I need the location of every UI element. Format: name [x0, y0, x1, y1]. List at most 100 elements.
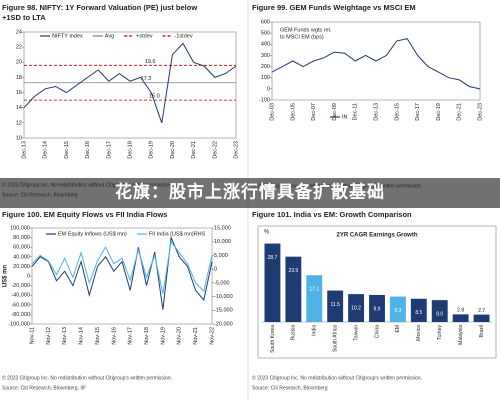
y-tick-label: 600	[261, 19, 270, 25]
x-tick-label: Malaysia	[458, 325, 464, 345]
y-tick-label: 400	[261, 42, 270, 48]
y2-tick-label: -20,000	[214, 321, 233, 327]
y-tick-label: 18	[16, 75, 22, 81]
x-tick-label: Dec-16	[85, 141, 91, 159]
x-tick-label: Dec-21	[457, 103, 463, 121]
y-axis-label: %	[264, 230, 270, 236]
bar	[431, 300, 448, 322]
y2-tick-label: -5,000	[214, 280, 230, 286]
reference-label: 17.3	[141, 76, 152, 82]
footer: Source: Citi Research, Bloomberg	[252, 385, 328, 391]
x-tick-label: Dec-13	[373, 103, 379, 121]
x-tick-label: Dec-23	[477, 103, 483, 121]
value-label: 9.3	[394, 308, 401, 314]
value-label: 2.8	[457, 308, 464, 314]
bar	[410, 298, 427, 322]
x-tick-label: Nov-21	[193, 327, 199, 345]
bar	[327, 290, 344, 322]
bar	[389, 296, 406, 322]
y-tick-label: -100	[259, 97, 270, 103]
reference-label: 19.6	[145, 59, 156, 65]
x-tick-label: Nov-19	[160, 327, 166, 345]
x-tick-label: Dec-07	[311, 103, 317, 121]
y-tick-label: -100,000	[8, 321, 30, 327]
x-tick-label: Nov-22	[209, 327, 215, 345]
x-tick-label: Dec-17	[415, 103, 421, 121]
y-tick-label: 300	[261, 53, 270, 59]
y-tick-label: -20,000	[11, 283, 30, 289]
x-tick-label: Dec-09	[332, 103, 338, 121]
x-tick-label: Dec-13	[21, 141, 27, 159]
x-tick-label: Nov-16	[111, 327, 117, 345]
bar	[348, 294, 365, 322]
x-tick-label: Taiwan	[353, 325, 359, 341]
chart-title: Figure 101. India vs EM: Growth Comparis…	[252, 210, 412, 219]
y-tick-label: 16	[16, 90, 22, 96]
x-tick-label: Turkey	[437, 325, 443, 341]
bar	[285, 256, 302, 322]
x-tick-label: Nov-20	[177, 327, 183, 345]
y2-tick-label: 5,000	[214, 253, 228, 259]
x-tick-label: Dec-20	[170, 141, 176, 159]
bar	[369, 294, 385, 322]
y-tick-label: 14	[16, 105, 22, 111]
chart-title: +1SD to LTA	[2, 13, 46, 22]
x-tick-label: Nov-11	[29, 327, 35, 344]
legend-label: NIFTY Index	[52, 33, 83, 39]
x-tick-label: Brazil	[479, 325, 485, 338]
y-tick-label: 0	[27, 273, 30, 279]
x-tick-label: South Africa	[333, 325, 339, 352]
y-tick-label: 20,000	[13, 264, 30, 270]
x-tick-label: Dec-15	[64, 141, 70, 159]
annotation: to MSCI EM (bps)	[280, 34, 324, 40]
value-label: 11.5	[330, 302, 340, 308]
y-tick-label: 100,000	[10, 225, 30, 231]
x-tick-label: Nov-14	[79, 327, 85, 345]
x-tick-label: Dec-19	[149, 141, 155, 159]
y2-tick-label: 15,000	[214, 225, 231, 231]
legend-label: +stdev	[136, 33, 153, 39]
value-label: 23.9	[288, 268, 298, 274]
x-tick-label: Dec-19	[436, 103, 442, 121]
x-tick-label: Nov-15	[95, 327, 101, 345]
plot-frame	[271, 21, 481, 101]
y-tick-label: 200	[261, 64, 270, 70]
y-tick-label: 24	[16, 29, 22, 35]
x-tick-label: Nov-18	[144, 327, 150, 345]
x-tick-label: Dec-14	[43, 141, 49, 159]
value-label: 28.7	[268, 255, 278, 261]
footer: © 2023 Citigroup Inc. No redistribution …	[252, 374, 422, 381]
y-tick-label: -40,000	[11, 293, 30, 299]
x-tick-label: Dec-18	[127, 141, 133, 159]
banner-title: 花旗：股市上涨行情具备扩散基础	[115, 181, 385, 201]
x-tick-label: Dec-05	[290, 103, 296, 121]
y-tick-label: 10	[16, 135, 22, 141]
y-tick-label: 60,000	[13, 245, 30, 251]
value-label: 9.9	[374, 306, 381, 312]
x-tick-label: Russia	[291, 325, 297, 341]
x-tick-label: Nov-12	[46, 327, 52, 345]
annotation: GEM Funds wgts rel.	[280, 27, 332, 33]
x-tick-label: Dec-21	[191, 141, 197, 159]
x-tick-label: India	[312, 325, 318, 336]
value-label: 10.2	[351, 305, 361, 311]
legend-label: IN	[342, 114, 348, 120]
legend-label: FII India (US$ mn)RHS	[149, 231, 206, 237]
value-label: 8.0	[436, 311, 443, 317]
x-tick-label: Mexico	[416, 325, 422, 341]
x-tick-label: China	[374, 325, 380, 338]
x-tick-label: Dec-23	[233, 141, 239, 159]
y2-tick-label: -10,000	[214, 294, 233, 300]
subtitle: 2YR CAGR Earnings Growth	[336, 233, 417, 239]
series-line	[23, 42, 237, 124]
y-tick-label: 100	[261, 75, 270, 81]
y-tick-label: 500	[261, 31, 270, 37]
x-tick-label: Dec-03	[269, 103, 275, 121]
x-tick-label: Dec-15	[394, 103, 400, 121]
value-label: 8.5	[415, 310, 422, 316]
chart-title: Figure 99. GEM Funds Weightage vs MSCI E…	[252, 3, 416, 12]
y-tick-label: 40,000	[13, 254, 30, 260]
y-tick-label: -80,000	[11, 312, 30, 318]
x-tick-label: Nov-13	[62, 327, 68, 345]
plot-frame	[23, 31, 237, 139]
